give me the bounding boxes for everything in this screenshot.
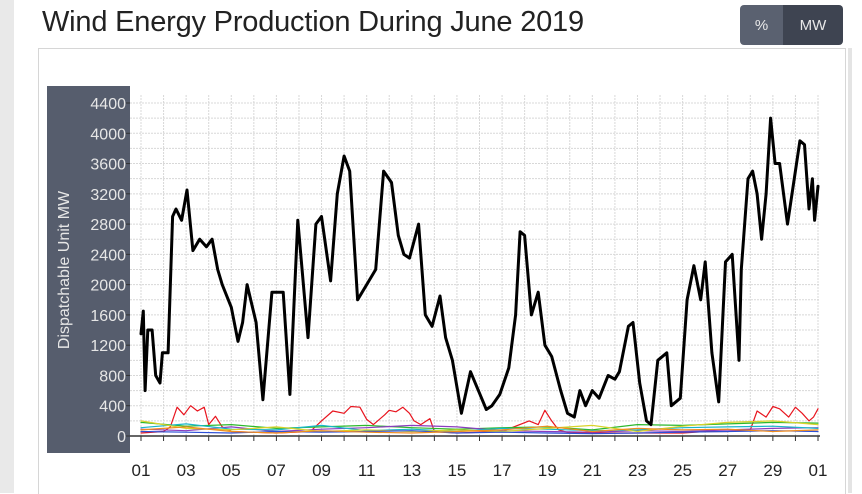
x-tick-label: 25 (673, 461, 692, 480)
x-tick-label: 03 (177, 461, 196, 480)
y-axis-panel (47, 86, 130, 453)
page-title: Wind Energy Production During June 2019 (42, 6, 584, 38)
y-tick-label: 2800 (90, 217, 126, 234)
x-tick-label: 23 (628, 461, 647, 480)
x-tick-label: 19 (538, 461, 557, 480)
y-tick-label: 1200 (90, 338, 126, 355)
x-tick-label: 11 (358, 461, 376, 480)
y-axis-ticks: 0 400 800 1200 1600 2000 2400 2800 3200 3600 4000 4… (90, 96, 130, 446)
percent-toggle-button[interactable]: % (740, 5, 783, 45)
x-tick-label: 15 (447, 461, 466, 480)
series-group (139, 116, 820, 435)
page-left-gutter (0, 0, 14, 493)
y-tick-label: 1600 (90, 308, 126, 325)
x-tick-label: 09 (312, 461, 331, 480)
x-axis-ticks: 01 03 05 07 09 11 13 15 17 19 21 23 25 27 29 01 (132, 436, 828, 480)
x-tick-label: 27 (718, 461, 737, 480)
x-tick-label: 21 (583, 461, 602, 480)
y-tick-label: 2000 (90, 278, 126, 295)
y-tick-label: 4000 (90, 126, 126, 143)
x-tick-label: 07 (267, 461, 286, 480)
y-tick-label: 800 (99, 368, 126, 385)
series-line-unit-cyan (140, 423, 819, 433)
y-tick-label: 4400 (90, 96, 126, 113)
y-tick-label: 0 (117, 429, 126, 446)
series-line-unit-red (140, 405, 819, 434)
x-tick-label: 17 (493, 461, 512, 480)
page-right-gutter (848, 48, 852, 493)
x-tick-label: 13 (402, 461, 421, 480)
y-tick-label: 2400 (90, 247, 126, 264)
x-tick-label: 29 (763, 461, 782, 480)
x-tick-label: 05 (222, 461, 241, 480)
y-axis-label: Dispatchable Unit MW (56, 190, 73, 349)
series-line-unit-orange (140, 425, 819, 434)
y-tick-label: 400 (99, 399, 126, 416)
unit-toggle: % MW (740, 5, 843, 45)
y-tick-label: 3600 (90, 157, 126, 174)
y-tick-label: 3200 (90, 187, 126, 204)
x-tick-label: 01 (809, 461, 828, 480)
series-line-total (139, 116, 820, 427)
x-tick-label: 01 (132, 461, 151, 480)
mw-toggle-button[interactable]: MW (783, 5, 843, 45)
